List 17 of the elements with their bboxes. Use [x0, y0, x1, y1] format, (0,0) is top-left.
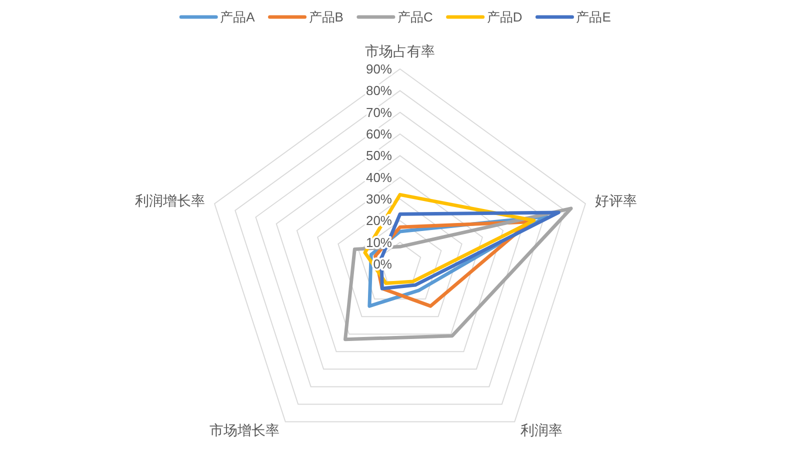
- legend-label: 产品C: [397, 10, 433, 24]
- spoke-label: 好评率: [594, 192, 637, 209]
- spoke-label: 市场占有率: [365, 43, 435, 59]
- spoke-label: 市场增长率: [210, 422, 280, 438]
- y-tick-label: 70%: [366, 104, 392, 120]
- y-tick-label: 80%: [366, 83, 392, 98]
- y-tick-label: 60%: [366, 126, 392, 142]
- y-tick-label: 50%: [366, 148, 392, 164]
- legend-label: 产品B: [308, 10, 344, 24]
- spoke-label: 利润率: [520, 422, 562, 438]
- spoke-label: 利润增长率: [135, 192, 206, 209]
- y-tick-label: 40%: [366, 170, 392, 185]
- legend-label: 产品D: [486, 10, 522, 24]
- legend-label: 产品E: [576, 10, 611, 24]
- y-tick-label: 90%: [366, 62, 392, 76]
- y-tick-label: 30%: [366, 192, 392, 206]
- legend-label: 产品A: [220, 10, 255, 24]
